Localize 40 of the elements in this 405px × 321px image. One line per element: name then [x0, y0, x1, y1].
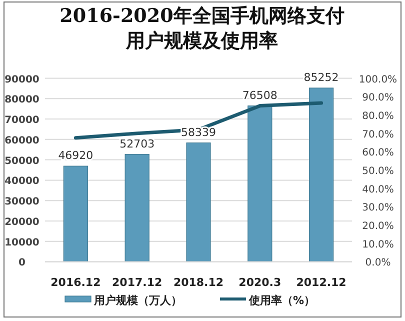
y2-tick-label: 30.0% — [362, 202, 394, 214]
x-tick-label: 2018.12 — [173, 276, 224, 289]
bar — [63, 166, 88, 262]
data-label: 52703 — [120, 137, 155, 150]
x-tick-label: 2012.12 — [296, 276, 346, 289]
data-label: 85252 — [304, 70, 339, 84]
y-tick-label: 30000 — [4, 196, 40, 208]
x-tick-label: 2016.12 — [50, 276, 101, 289]
y-tick-label: 10000 — [4, 237, 40, 248]
y2-tick-label: 20.0% — [362, 221, 394, 232]
y2-tick-label: 60.0% — [362, 148, 394, 159]
y-tick-label: 70000 — [4, 115, 40, 126]
y-tick-label: 0 — [18, 258, 26, 269]
y2-tick-label: 0.0% — [365, 258, 391, 269]
data-label: 46920 — [58, 149, 94, 162]
bar — [124, 154, 150, 262]
y-tick-label: 40000 — [4, 176, 40, 188]
chart-title: 2016-2020年全国手机网络支付用户规模及使用率 — [58, 4, 346, 54]
bar — [309, 88, 334, 262]
y-tick-label: 60000 — [4, 135, 40, 146]
y2-tick-label: 50.0% — [362, 166, 394, 177]
x-tick-label: 2017.12 — [112, 276, 162, 289]
y-tick-label: 50000 — [4, 156, 40, 167]
x-tick-label: 2020.3 — [238, 276, 282, 289]
y-tick-label: 20000 — [4, 216, 40, 228]
y2-tick-label: 10.0% — [362, 239, 394, 250]
y2-tick-label: 40.0% — [362, 184, 394, 196]
y2-tick-label: 90.0% — [362, 92, 394, 104]
y2-tick-label: 80.0% — [362, 110, 394, 122]
y2-tick-label: 100.0% — [358, 74, 398, 86]
bar — [248, 105, 272, 262]
y2-tick-label: 70.0% — [362, 129, 394, 140]
data-label: 76508 — [242, 88, 278, 102]
data-label: 58339 — [181, 126, 216, 139]
y-tick-label: 90000 — [4, 74, 40, 86]
legend-label: 使用率（%） — [248, 294, 316, 307]
y-tick-label: 80000 — [4, 94, 40, 106]
bar — [186, 142, 211, 262]
line-series — [74, 101, 324, 140]
legend-label: 用户规模（万人） — [93, 294, 182, 307]
